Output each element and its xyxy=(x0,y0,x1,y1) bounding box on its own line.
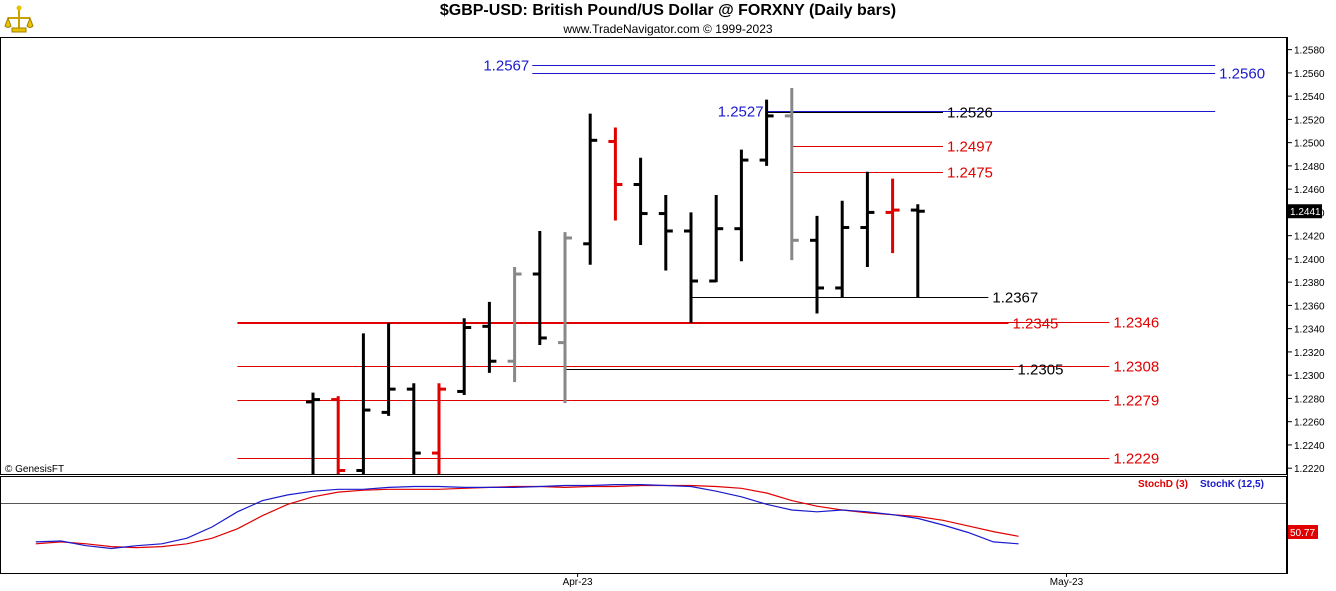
bars-layer xyxy=(306,87,925,474)
price-bar xyxy=(633,157,648,245)
price-bar xyxy=(406,383,421,474)
price-panel-frame xyxy=(0,37,1287,475)
price-bar xyxy=(784,87,799,261)
price-bar xyxy=(583,113,598,265)
price-bar xyxy=(432,383,446,474)
price-bar xyxy=(482,301,497,373)
price-bar xyxy=(381,322,396,416)
price-bar xyxy=(658,194,673,271)
stoch-last-label: 50.77 xyxy=(1290,528,1315,539)
price-bar xyxy=(910,204,925,298)
price-bar xyxy=(684,212,698,323)
price-bar xyxy=(759,99,774,166)
price-bar xyxy=(306,392,320,474)
level-label: 1.2560 xyxy=(1219,66,1265,83)
y-tick-label: 1.2500 xyxy=(1294,139,1325,150)
level-label: 1.2567 xyxy=(483,58,529,75)
level-label: 1.2308 xyxy=(1113,359,1159,376)
level-label: 1.2526 xyxy=(947,105,993,122)
y-tick-label: 1.2560 xyxy=(1294,69,1325,80)
y-tick-label: 1.2220 xyxy=(1294,464,1325,475)
level-label: 1.2279 xyxy=(1113,393,1159,410)
stoch-last-badge xyxy=(1288,525,1318,539)
x-tick-label: Apr-23 xyxy=(563,577,593,588)
chart-title: $GBP-USD: British Pound/US Dollar @ FORX… xyxy=(439,2,897,19)
level-label: 1.2305 xyxy=(1018,362,1064,379)
y-tick-label: 1.2340 xyxy=(1294,325,1325,336)
y-tick-label: 1.2240 xyxy=(1294,441,1325,452)
copyright-label: © GenesisFT xyxy=(5,464,64,475)
last-price-label: 1.2441 xyxy=(1290,207,1321,218)
y-tick-label: 1.2520 xyxy=(1294,115,1325,126)
y-tick-label: 1.2540 xyxy=(1294,92,1325,103)
price-bar xyxy=(331,396,346,474)
x-tick-label: May-23 xyxy=(1050,577,1084,588)
price-bar xyxy=(835,200,850,298)
y-tick-label: 1.2380 xyxy=(1294,278,1325,289)
level-label: 1.2497 xyxy=(947,139,993,156)
level-label: 1.2229 xyxy=(1113,451,1159,468)
y-tick-label: 1.2260 xyxy=(1294,418,1325,429)
stoch-layer: StochD (3) StochK (12,5) 50.77 xyxy=(35,479,1318,550)
price-bar xyxy=(860,171,875,268)
level-label: 1.2346 xyxy=(1113,315,1159,332)
y-axis: 1.2580 1.2560 1.2540 1.2520 1.2500 1.2480 1.24… xyxy=(1287,46,1325,475)
y-tick-label: 1.2460 xyxy=(1294,185,1325,196)
price-bar xyxy=(734,149,749,262)
y-tick-label: 1.2420 xyxy=(1294,232,1325,243)
logo-icon xyxy=(4,5,34,33)
x-axis: Apr-23 May-23 xyxy=(563,573,1084,588)
level-label: 1.2527 xyxy=(718,104,764,121)
price-bar xyxy=(356,333,371,474)
price-bar xyxy=(810,215,824,314)
levels-layer: 1.2567 1.2560 1.2527 1.2526 1.2497 1.2475 1.23… xyxy=(237,58,1265,468)
y-tick-label: 1.2480 xyxy=(1294,162,1325,173)
stoch-k-line xyxy=(35,484,1019,550)
y-tick-label: 1.2320 xyxy=(1294,348,1325,359)
price-bar xyxy=(558,232,572,404)
legend-stoch-k: StochK (12,5) xyxy=(1200,479,1264,490)
y-tick-label: 1.2280 xyxy=(1294,394,1325,405)
price-bar xyxy=(885,178,900,254)
last-price-badge xyxy=(1288,204,1322,219)
level-label: 1.2345 xyxy=(1013,316,1059,333)
y-tick-label: 1.2360 xyxy=(1294,301,1325,312)
level-label: 1.2475 xyxy=(947,165,993,182)
y-tick-label: 1.2400 xyxy=(1294,255,1325,266)
legend-stoch-d: StochD (3) xyxy=(1138,479,1188,490)
stoch-panel-frame xyxy=(0,476,1287,574)
price-bar xyxy=(608,127,623,221)
price-bar xyxy=(709,194,724,283)
y-tick-label: 1.2300 xyxy=(1294,371,1325,382)
price-bar xyxy=(532,231,547,345)
level-label: 1.2367 xyxy=(992,290,1038,307)
chart-subtitle: www.TradeNavigator.com © 1999-2023 xyxy=(563,22,773,36)
y-tick-label: 1.2580 xyxy=(1294,46,1325,57)
price-bar xyxy=(507,267,522,383)
price-bar xyxy=(457,318,472,395)
